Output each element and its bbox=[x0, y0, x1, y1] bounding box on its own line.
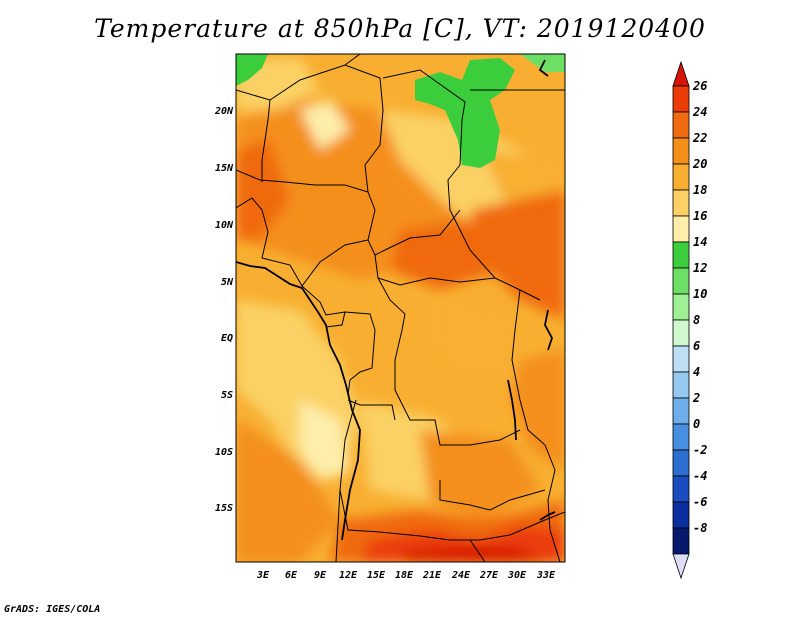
colorbar-swatch bbox=[672, 371, 690, 399]
lon-label: 24E bbox=[451, 570, 471, 581]
lat-label: EQ bbox=[221, 333, 233, 344]
colorbar-labels: 26 24 22 20 18 16 14 12 10 8 6 4 2 0 -2 … bbox=[692, 79, 707, 535]
lon-axis: 3E 6E 9E 12E 15E 18E 21E 24E 27E 30E 33E bbox=[256, 570, 556, 581]
colorbar-bottom-arrow bbox=[672, 553, 690, 580]
colorbar-swatch bbox=[672, 319, 690, 347]
lon-label: 27E bbox=[479, 570, 499, 581]
colorbar-swatch bbox=[672, 449, 690, 477]
lon-label: 33E bbox=[536, 570, 556, 581]
map-frame bbox=[235, 53, 566, 563]
colorbar-label: -4 bbox=[693, 469, 707, 483]
colorbar-swatch bbox=[672, 85, 690, 113]
lon-label: 9E bbox=[314, 570, 327, 581]
colorbar-swatch bbox=[672, 267, 690, 295]
colorbar-swatch bbox=[672, 423, 690, 451]
colorbar-label: 2 bbox=[692, 391, 700, 405]
colorbar-label: 6 bbox=[693, 339, 700, 353]
colorbar-swatch bbox=[672, 501, 690, 529]
country-borders bbox=[236, 54, 565, 562]
colorbar-swatch bbox=[672, 475, 690, 503]
lat-axis: 20N 15N 10N 5N EQ 5S 10S 15S bbox=[214, 106, 234, 514]
lon-label: 18E bbox=[395, 570, 414, 581]
colorbar-label: 10 bbox=[693, 287, 707, 301]
lat-label: 10N bbox=[215, 220, 234, 231]
chart-title: Temperature at 850hPa [C], VT: 201912040… bbox=[94, 14, 706, 43]
colorbar-top-arrow bbox=[672, 60, 690, 87]
colorbar-label: 8 bbox=[693, 313, 700, 327]
colorbar-label: 20 bbox=[692, 157, 707, 171]
grads-credit: GrADS: IGES/COLA bbox=[4, 604, 101, 615]
colorbar-swatch bbox=[672, 215, 690, 243]
colorbar-label: 18 bbox=[693, 183, 707, 197]
colorbar-label: 12 bbox=[693, 261, 707, 275]
colorbar-label: 14 bbox=[693, 235, 707, 249]
coastlines bbox=[236, 59, 556, 541]
lon-label: 6E bbox=[285, 570, 298, 581]
lon-label: 30E bbox=[507, 570, 527, 581]
lat-label: 15S bbox=[215, 503, 233, 514]
colorbar-swatch bbox=[672, 189, 690, 217]
colorbar-label: 22 bbox=[692, 131, 707, 145]
colorbar-label: -6 bbox=[693, 495, 707, 509]
lat-label: 5S bbox=[221, 390, 233, 401]
lat-label: 15N bbox=[215, 163, 234, 174]
colorbar-swatch bbox=[672, 293, 690, 321]
colorbar-swatch bbox=[672, 137, 690, 165]
lat-label: 10S bbox=[215, 447, 233, 458]
colorbar-label: 0 bbox=[693, 417, 700, 431]
colorbar-label: -2 bbox=[693, 443, 707, 457]
colorbar-swatch bbox=[672, 111, 690, 139]
colorbar-label: 4 bbox=[693, 365, 700, 379]
lat-label: 5N bbox=[221, 277, 234, 288]
colorbar-label: 26 bbox=[692, 79, 707, 93]
lon-label: 21E bbox=[422, 570, 442, 581]
colorbar-swatch bbox=[672, 397, 690, 425]
lon-label: 12E bbox=[339, 570, 358, 581]
colorbar-label: -8 bbox=[693, 521, 707, 535]
colorbar-swatch bbox=[672, 527, 690, 555]
colorbar-swatch bbox=[672, 241, 690, 269]
colorbar-swatch bbox=[672, 345, 690, 373]
lon-label: 3E bbox=[256, 570, 270, 581]
temperature-field bbox=[236, 54, 565, 562]
colorbar bbox=[672, 60, 690, 580]
colorbar-label: 16 bbox=[693, 209, 707, 223]
lon-label: 15E bbox=[367, 570, 386, 581]
lat-label: 20N bbox=[214, 106, 234, 117]
colorbar-swatch bbox=[672, 163, 690, 191]
colorbar-label: 24 bbox=[692, 105, 707, 119]
